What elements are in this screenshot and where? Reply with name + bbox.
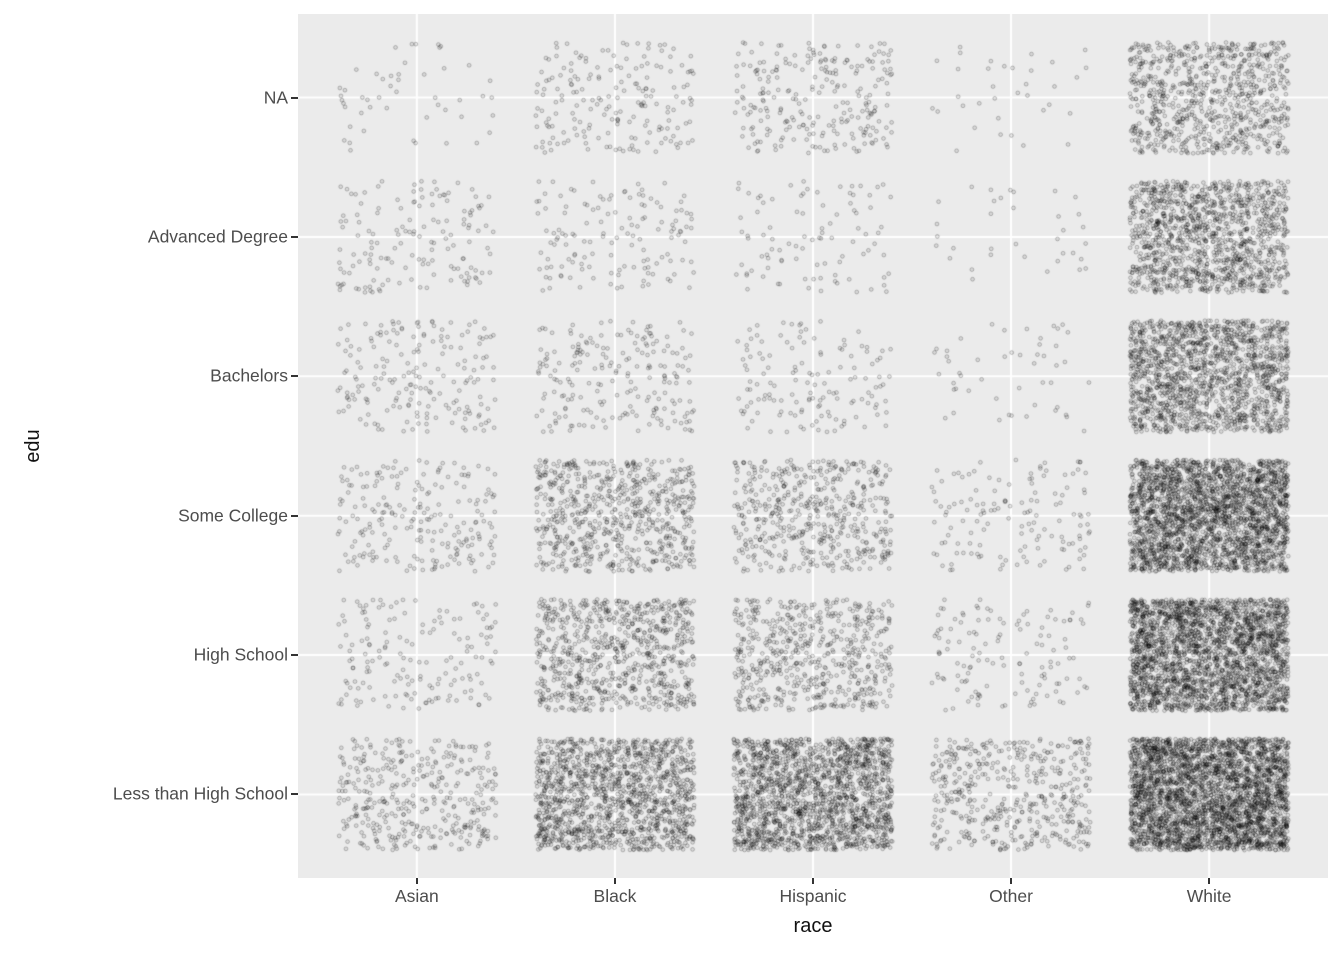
- y-tick-label: Advanced Degree: [147, 226, 288, 247]
- x-tick-mark: [812, 878, 814, 884]
- x-tick-label: Other: [989, 886, 1033, 906]
- y-tick-mark: [291, 235, 298, 238]
- x-tick-mark: [613, 878, 616, 884]
- y-tick-mark: [291, 514, 298, 517]
- y-tick-mark: [291, 375, 298, 378]
- x-tick-mark: [1208, 878, 1211, 884]
- y-tick-mark: [291, 793, 298, 796]
- x-tick-mark: [415, 878, 418, 884]
- y-axis-title: edu: [22, 429, 45, 463]
- y-tick-label: Less than High School: [112, 783, 288, 804]
- y-tick-mark: [291, 96, 298, 99]
- x-tick-label: White: [1186, 886, 1232, 906]
- y-tick-label: Some College: [178, 505, 288, 526]
- y-tick-label: Bachelors: [210, 365, 288, 386]
- x-tick-label: Black: [593, 886, 637, 906]
- y-tick-mark: [291, 654, 298, 657]
- y-tick-label: High School: [193, 644, 288, 665]
- y-tick-label: NA: [263, 87, 288, 108]
- plot-panel-canvas: [298, 14, 1328, 878]
- x-tick-label: Asian: [394, 886, 439, 906]
- x-tick-label: Hispanic: [779, 886, 847, 906]
- x-tick-mark: [1010, 878, 1013, 884]
- x-axis-title: race: [793, 915, 833, 937]
